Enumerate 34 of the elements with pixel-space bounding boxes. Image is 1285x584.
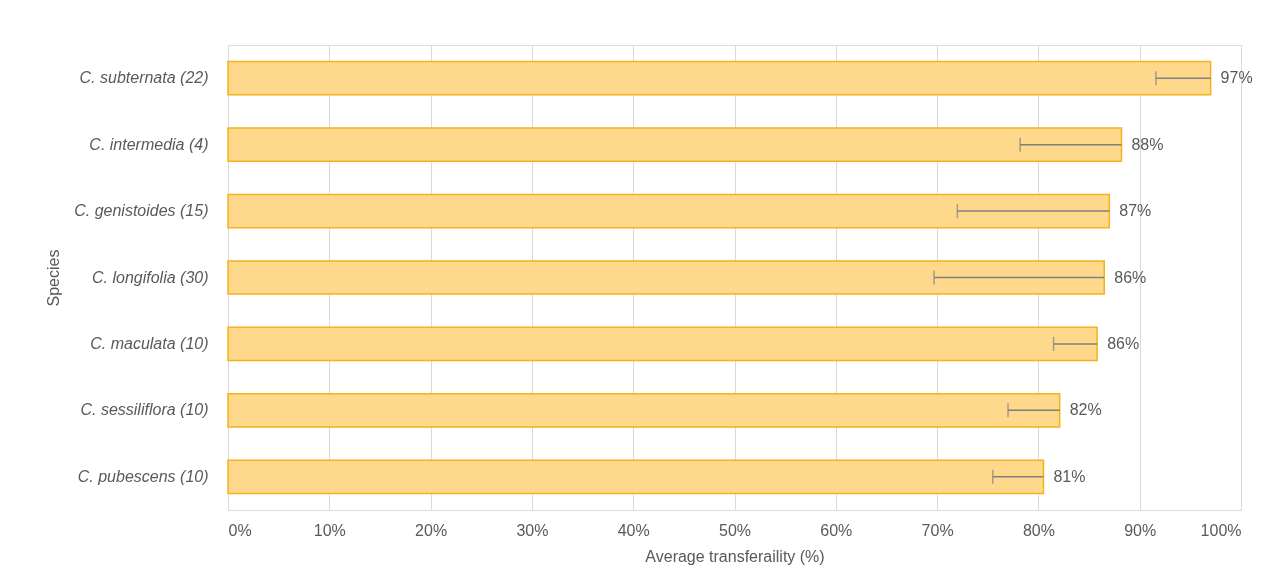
y-tick-label: C. sessiliflora (10) (80, 401, 209, 419)
x-tick-label: 30% (516, 521, 549, 539)
data-label: 97% (1220, 69, 1253, 87)
x-tick-label: 60% (820, 521, 853, 539)
x-tick-label: 90% (1124, 521, 1157, 539)
bar (227, 127, 1123, 162)
bar (227, 459, 1045, 495)
y-axis-title: Species (45, 249, 63, 307)
x-tick-label: 50% (718, 521, 752, 539)
x-tick-label: 80% (1022, 521, 1055, 539)
data-label: 87% (1119, 202, 1152, 220)
bar (227, 193, 1111, 229)
data-label: 86% (1114, 268, 1147, 286)
x-tick-label: 10% (313, 521, 346, 539)
bar (227, 326, 1098, 362)
y-tick-label: C. intermedia (4) (89, 135, 209, 153)
x-tick-label: 70% (921, 521, 954, 539)
x-tick-label: 40% (617, 521, 650, 539)
data-label: 88% (1131, 135, 1164, 153)
data-label: 82% (1069, 401, 1102, 419)
x-tick-label: 0% (228, 521, 252, 539)
data-label: 86% (1107, 334, 1140, 352)
bar (227, 393, 1061, 428)
y-tick-label: C. longifolia (30) (92, 268, 209, 286)
bar (227, 60, 1212, 96)
data-label: 81% (1053, 467, 1086, 485)
y-tick-label: C. maculata (10) (90, 334, 209, 352)
bar (227, 260, 1105, 295)
x-tick-label: 20% (415, 521, 448, 539)
y-tick-label: C. subternata (22) (79, 69, 209, 87)
y-tick-label: C. genistoides (15) (74, 202, 209, 220)
x-tick-label: 100% (1200, 521, 1242, 539)
y-tick-label: C. pubescens (10) (77, 467, 209, 485)
x-axis-title: Average transferaility (%) (645, 547, 825, 565)
